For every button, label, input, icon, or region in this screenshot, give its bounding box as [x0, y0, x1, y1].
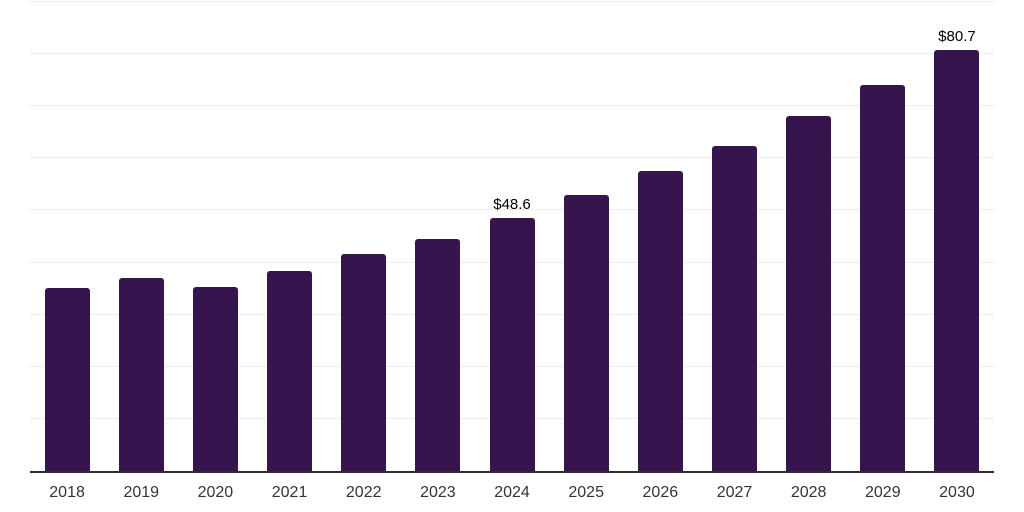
plot-area: $48.6 $80.7 — [30, 1, 994, 473]
x-tick-label-2028: 2028 — [790, 484, 827, 501]
bar-2025 — [563, 195, 609, 471]
bar-value-label-2030: $80.7 — [938, 28, 976, 46]
bar-2027 — [711, 146, 757, 471]
gridline — [30, 105, 994, 107]
x-tick-label-2026: 2026 — [642, 484, 679, 501]
bar-slot-2024: $48.6 — [475, 2, 549, 471]
bar-slot-2027 — [697, 2, 771, 471]
x-tick-label-2020: 2020 — [197, 484, 234, 501]
bar-slot-2021 — [252, 2, 326, 471]
x-tick-label-2024: 2024 — [494, 484, 530, 501]
x-tick-label-2022: 2022 — [345, 484, 382, 501]
bar-2029 — [860, 84, 906, 471]
bar-2019 — [118, 277, 164, 471]
x-tick-label-2030: 2030 — [939, 484, 975, 501]
bar-2028 — [786, 116, 832, 471]
bar-2020 — [192, 286, 238, 471]
gridline — [30, 53, 994, 55]
bar-2021 — [267, 270, 313, 471]
bar-value-label-2024: $48.6 — [493, 195, 531, 213]
gridline — [30, 209, 994, 211]
bar-2022 — [341, 254, 387, 471]
bar-slot-2022 — [327, 2, 401, 471]
bar-slot-2023 — [401, 2, 475, 471]
bar-slot-2028 — [772, 2, 846, 471]
x-tick-label-2029: 2029 — [865, 484, 901, 501]
x-axis-line — [30, 471, 994, 473]
x-tick-label-2018: 2018 — [49, 484, 85, 501]
bar-2023 — [415, 238, 461, 471]
bar-slot-2018 — [30, 2, 104, 471]
gridline — [30, 157, 994, 159]
bar-2018 — [44, 287, 90, 471]
x-axis-tick-labels: 2018 2019 2020 2021 2022 2023 2024 2025 2026 2027… — [30, 484, 994, 502]
bar-2024 — [489, 217, 535, 471]
bar-slot-2030: $80.7 — [920, 2, 994, 471]
bar-slot-2020 — [178, 2, 252, 471]
x-tick-label-2027: 2027 — [716, 484, 753, 501]
bar-2026 — [637, 171, 683, 471]
bar-2030 — [934, 50, 980, 471]
bar-slot-2019 — [104, 2, 178, 471]
bar-slot-2026 — [623, 2, 697, 471]
bars-group: $48.6 $80.7 — [30, 2, 994, 471]
gridline — [30, 1, 994, 2]
x-tick-label-2023: 2023 — [420, 484, 456, 501]
x-tick-label-2019: 2019 — [123, 484, 160, 501]
bar-slot-2025 — [549, 2, 623, 471]
x-tick-label-2025: 2025 — [568, 484, 604, 501]
x-tick-label-2021: 2021 — [271, 484, 308, 501]
bar-slot-2029 — [846, 2, 920, 471]
